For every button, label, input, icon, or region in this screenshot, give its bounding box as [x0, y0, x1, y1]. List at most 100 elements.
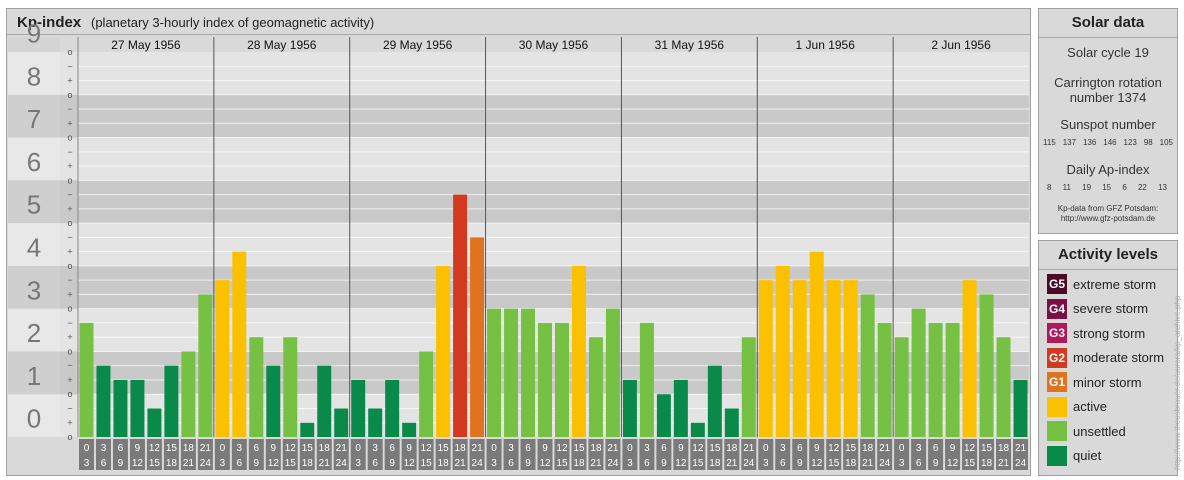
kp-bar — [504, 308, 519, 437]
day-label: 27 May 1956 — [111, 38, 181, 52]
hour-label-end: 24 — [879, 458, 891, 469]
hour-cell — [282, 439, 298, 470]
hour-label-start: 12 — [828, 443, 840, 454]
minor-tick-label: o — [67, 175, 72, 185]
hour-cell — [741, 439, 757, 470]
solar-data-title: Solar data — [1039, 9, 1177, 38]
hour-label-start: 3 — [101, 443, 107, 454]
legend-label: unsettled — [1073, 423, 1126, 439]
minor-tick-label: + — [67, 161, 72, 171]
hour-cell — [520, 439, 536, 470]
hour-cell — [299, 439, 315, 470]
minor-tick-label: + — [67, 247, 72, 257]
sunspot-value: 105 — [1159, 138, 1173, 147]
hour-cell — [622, 439, 638, 470]
hour-label-start: 18 — [455, 443, 467, 454]
data-source-line-2: http://www.gfz-potsdam.de — [1060, 214, 1156, 223]
kp-bar — [826, 280, 841, 437]
minor-tick-label: + — [67, 204, 72, 214]
kp-bar — [215, 280, 230, 437]
y-axis-cell — [8, 52, 60, 95]
hour-label-end: 12 — [268, 458, 280, 469]
hour-label-start: 0 — [899, 443, 905, 454]
hour-cell — [724, 439, 740, 470]
hour-label-start: 9 — [271, 443, 277, 454]
hour-label-end: 9 — [118, 458, 124, 469]
y-tick-label: 7 — [27, 104, 41, 134]
hour-label-end: 15 — [421, 458, 433, 469]
hour-cell — [333, 439, 349, 470]
legend-swatch: G1 — [1047, 372, 1067, 392]
hour-label-end: 9 — [525, 458, 531, 469]
sunspot-values: 115 137 136 146 123 98 105 — [1043, 138, 1173, 147]
legend-swatch — [1047, 396, 1067, 417]
hour-label-end: 9 — [254, 458, 260, 469]
kp-bar — [555, 322, 569, 437]
kp-bar — [962, 280, 977, 437]
kp-bar — [181, 351, 196, 437]
sunspot-value: 146 — [1103, 138, 1117, 147]
kp-bar — [385, 379, 400, 437]
hour-label-start: 6 — [525, 443, 531, 454]
minor-tick-label: o — [67, 346, 72, 356]
hour-label-start: 21 — [472, 443, 484, 454]
day-label: 2 Jun 1956 — [931, 38, 991, 52]
kp-bar — [690, 422, 705, 437]
y-tick-label: 6 — [27, 147, 41, 177]
hour-label-end: 18 — [573, 458, 585, 469]
hour-label-end: 15 — [149, 458, 161, 469]
hour-label-end: 24 — [200, 458, 212, 469]
hour-cell — [486, 439, 502, 470]
kp-bar — [147, 408, 162, 437]
y-tick-label: 5 — [27, 190, 41, 220]
hour-cell — [979, 439, 995, 470]
hour-label-end: 18 — [709, 458, 721, 469]
ap-index-values: 8 11 19 15 6 22 13 — [1047, 183, 1167, 192]
hour-cell — [860, 439, 876, 470]
hour-label-end: 6 — [101, 458, 107, 469]
carrington-line-2: number 1374 — [1069, 90, 1147, 105]
hour-label-end: 21 — [998, 458, 1010, 469]
minor-tick-label: + — [67, 418, 72, 428]
hour-label-start: 0 — [491, 443, 497, 454]
ap-value: 19 — [1082, 183, 1092, 192]
minor-tick-label: o — [67, 90, 72, 100]
minor-tick-label: o — [67, 432, 72, 442]
legend-label: minor storm — [1073, 374, 1142, 390]
hour-label-end: 3 — [763, 458, 769, 469]
legend-item-unsettled: unsettled — [1047, 421, 1126, 441]
y-axis-cell — [8, 180, 60, 224]
hour-cell — [180, 439, 196, 470]
minor-tick-label: + — [67, 118, 72, 128]
minor-tick-label: o — [67, 133, 72, 143]
legend-label: severe storm — [1073, 301, 1149, 316]
hour-label-start: 12 — [692, 443, 704, 454]
hour-cell — [350, 439, 366, 470]
kp-bar — [741, 337, 756, 437]
hour-label-start: 3 — [508, 443, 514, 454]
hour-label-start: 18 — [319, 443, 331, 454]
kp-band — [8, 94, 1029, 138]
kp-bar — [164, 365, 179, 437]
kp-band — [8, 223, 1029, 266]
kp-bar — [860, 294, 875, 437]
y-axis-cell — [8, 394, 60, 437]
hour-cell — [469, 439, 485, 470]
legend-label: active — [1073, 399, 1107, 414]
minor-tick-label: − — [67, 318, 72, 328]
hour-label-end: 3 — [491, 458, 497, 469]
y-axis-cell — [8, 137, 60, 181]
hour-cell — [962, 439, 978, 470]
hour-label-start: 12 — [964, 443, 976, 454]
hour-label-end: 6 — [916, 458, 922, 469]
legend-swatch — [1047, 445, 1067, 466]
hour-cell — [384, 439, 400, 470]
hour-label-end: 24 — [743, 458, 755, 469]
minor-tick-label: o — [67, 47, 72, 57]
hour-label-start: 15 — [709, 443, 721, 454]
kp-bar — [113, 379, 128, 437]
hour-label-end: 3 — [355, 458, 361, 469]
hour-cell — [79, 439, 94, 470]
y-tick-label: 2 — [27, 318, 41, 348]
y-tick-label: 4 — [27, 233, 41, 263]
